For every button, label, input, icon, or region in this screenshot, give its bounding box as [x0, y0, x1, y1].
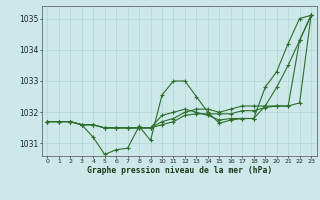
- X-axis label: Graphe pression niveau de la mer (hPa): Graphe pression niveau de la mer (hPa): [87, 166, 272, 175]
